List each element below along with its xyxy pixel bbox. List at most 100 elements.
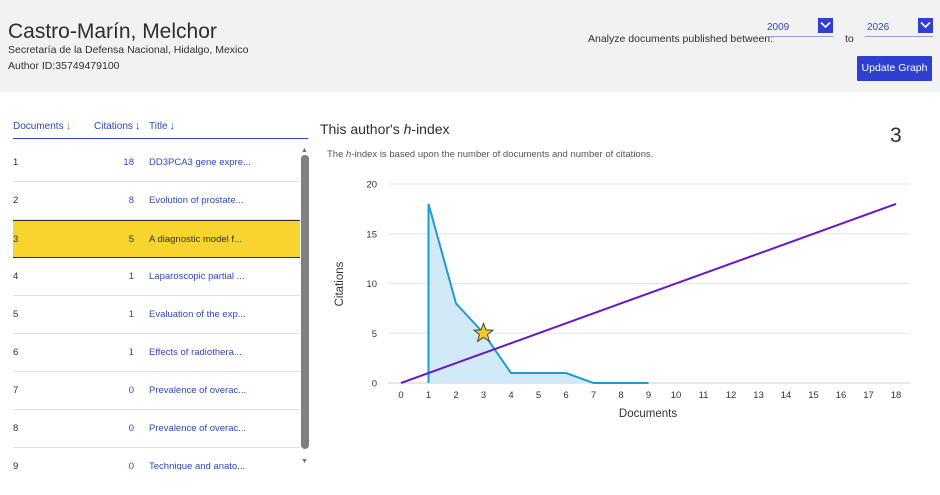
y-tick-label: 0 — [372, 379, 377, 390]
row-title-link[interactable]: Effects of radiothera... — [149, 347, 242, 358]
x-tick-label: 11 — [699, 390, 709, 401]
hindex-title: This author's h-index — [320, 121, 450, 137]
x-tick-label: 5 — [536, 390, 541, 401]
row-number: 1 — [13, 157, 19, 168]
hindex-desc-suffix: -index is based upon the number of docum… — [351, 149, 654, 160]
x-axis-label: Documents — [619, 408, 677, 420]
x-tick-label: 8 — [618, 390, 623, 401]
y-tick-label: 15 — [366, 229, 377, 240]
table-row[interactable]: 5 1 Evaluation of the exp... — [13, 296, 300, 334]
row-number: 4 — [13, 271, 19, 282]
hindex-value: 3 — [890, 124, 902, 147]
table-row[interactable]: 6 1 Effects of radiothera... — [13, 334, 300, 372]
x-tick-label: 10 — [671, 390, 682, 401]
row-title-link[interactable]: Prevalence of overac... — [149, 385, 247, 396]
row-title-link[interactable]: Evaluation of the exp... — [149, 309, 246, 320]
author-name: Castro-Marín, Melchor — [8, 20, 217, 43]
row-number: 9 — [13, 461, 19, 470]
analyze-label: Analyze documents published between: — [588, 33, 774, 45]
chevron-down-icon[interactable] — [818, 18, 833, 33]
hindex-desc-h: h — [346, 149, 352, 160]
row-citations[interactable]: 1 — [128, 271, 134, 282]
scroll-down-icon[interactable]: ▼ — [301, 458, 308, 465]
hindex-desc-prefix: The — [327, 149, 347, 160]
row-number: 7 — [13, 385, 19, 396]
table-row[interactable]: 2 8 Evolution of prostate... — [13, 182, 300, 220]
x-tick-label: 7 — [591, 390, 596, 401]
to-year-select[interactable]: 2026 — [865, 18, 933, 37]
hindex-star-icon — [472, 321, 495, 343]
sort-title-header[interactable]: Title ↓ — [149, 120, 175, 132]
row-number: 8 — [13, 423, 19, 434]
row-number: 2 — [13, 195, 19, 206]
documents-scrollbar[interactable]: ▲ ▼ — [301, 147, 309, 467]
x-tick-label: 17 — [863, 390, 874, 401]
hindex-title-prefix: This author's — [320, 121, 404, 137]
chevron-down-icon[interactable] — [918, 18, 933, 33]
row-citations[interactable]: 8 — [128, 195, 134, 206]
hindex-title-h: h — [403, 121, 412, 137]
x-tick-label: 4 — [508, 390, 513, 401]
y-tick-label: 10 — [366, 279, 377, 290]
hindex-description: The h-index is based upon the number of … — [327, 149, 653, 160]
author-id: Author ID:35749479100 — [8, 60, 120, 72]
author-affiliation: Secretaría de la Defensa Nacional, Hidal… — [8, 44, 249, 56]
row-title-link[interactable]: A diagnostic model f... — [149, 234, 242, 245]
row-number: 5 — [13, 309, 19, 320]
row-citations[interactable]: 1 — [128, 309, 134, 320]
row-citations[interactable]: 1 — [128, 347, 134, 358]
row-number: 6 — [13, 347, 19, 358]
row-title-link[interactable]: Prevalence of overac... — [149, 423, 247, 434]
documents-equals-citations-line — [400, 202, 897, 384]
table-row[interactable]: 4 1 Laparoscopic partial ... — [13, 258, 300, 296]
scroll-up-icon[interactable]: ▲ — [301, 147, 308, 154]
from-year-select[interactable]: 2009 — [765, 18, 833, 37]
sort-arrow-icon: ↓ — [65, 120, 72, 132]
y-axis-label: Citations — [334, 261, 346, 306]
row-citations[interactable]: 0 — [128, 461, 134, 470]
to-year-value: 2026 — [867, 22, 890, 33]
table-row[interactable]: 9 0 Technique and anato... — [13, 448, 300, 470]
scrollbar-thumb[interactable] — [301, 155, 309, 449]
documents-list: 1 18 DD3PCA3 gene expre... 2 8 Evolution of p… — [13, 144, 300, 470]
row-title-link[interactable]: Technique and anato... — [149, 461, 246, 470]
row-title-link[interactable]: Laparoscopic partial ... — [149, 271, 245, 282]
x-tick-label: 18 — [891, 390, 902, 401]
x-tick-label: 1 — [426, 390, 431, 401]
row-title-link[interactable]: DD3PCA3 gene expre... — [149, 157, 251, 168]
sort-citations-header[interactable]: Citations ↓ — [94, 120, 140, 132]
row-citations[interactable]: 18 — [123, 157, 134, 168]
x-tick-label: 0 — [398, 390, 403, 401]
x-tick-label: 2 — [453, 390, 458, 401]
update-graph-button[interactable]: Update Graph — [857, 56, 932, 81]
citations-header-label: Citations — [94, 121, 133, 132]
x-tick-label: 15 — [808, 390, 819, 401]
x-tick-label: 14 — [781, 390, 792, 401]
x-tick-label: 9 — [646, 390, 651, 401]
row-citations[interactable]: 5 — [128, 234, 134, 245]
sort-arrow-icon: ↓ — [169, 120, 176, 132]
hindex-title-suffix: -index — [411, 121, 450, 137]
row-citations[interactable]: 0 — [128, 385, 134, 396]
documents-table-header: Documents ↓ Citations ↓ Title ↓ — [13, 119, 308, 139]
y-tick-label: 20 — [366, 180, 377, 191]
row-citations[interactable]: 0 — [128, 423, 134, 434]
y-tick-label: 5 — [372, 329, 377, 340]
x-tick-label: 6 — [563, 390, 568, 401]
table-row[interactable]: 1 18 DD3PCA3 gene expre... — [13, 144, 300, 182]
x-tick-label: 3 — [481, 390, 486, 401]
x-tick-label: 13 — [753, 390, 764, 401]
table-row[interactable]: 8 0 Prevalence of overac... — [13, 410, 300, 448]
x-tick-label: 16 — [836, 390, 847, 401]
x-tick-label: 12 — [726, 390, 737, 401]
to-label: to — [845, 33, 854, 45]
documents-header-label: Documents — [13, 121, 64, 132]
row-number: 3 — [13, 234, 19, 245]
table-row[interactable]: 7 0 Prevalence of overac... — [13, 372, 300, 410]
row-title-link[interactable]: Evolution of prostate... — [149, 195, 244, 206]
sort-documents-header[interactable]: Documents ↓ — [13, 120, 71, 132]
author-header: Castro-Marín, Melchor Secretaría de la D… — [0, 0, 940, 92]
citations-line — [427, 203, 649, 384]
table-row[interactable]: 3 5 A diagnostic model f... — [13, 220, 300, 258]
